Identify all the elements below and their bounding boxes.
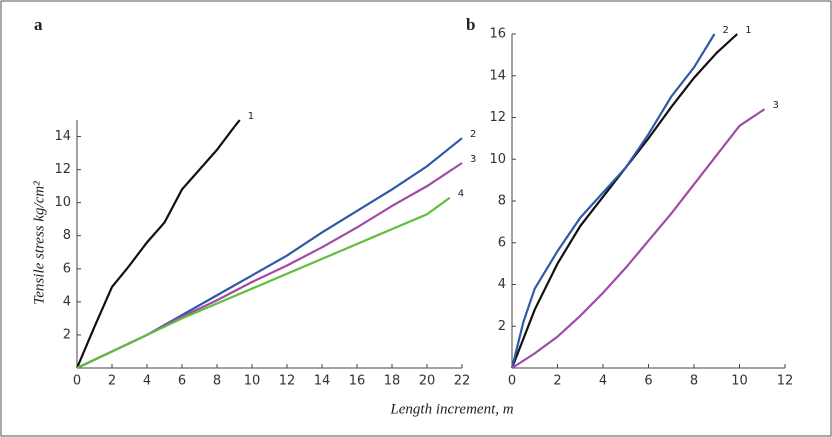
y-tick-label: 12 [54,162,71,177]
curve-label: 4 [458,189,464,200]
y-tick-label: 4 [498,277,506,292]
y-tick-label: 12 [489,110,506,125]
y-tick-label: 2 [63,327,71,342]
y-tick-label: 14 [489,68,506,83]
x-tick-label: 10 [731,374,748,389]
x-tick-label: 10 [244,374,261,389]
line-series [75,119,241,369]
x-tick-label: 6 [178,374,186,389]
x-tick-label: 2 [553,374,561,389]
x-tick-label: 22 [454,374,471,389]
x-tick-label: 0 [73,374,81,389]
line-series [510,33,716,369]
curve-label: 2 [722,25,728,36]
x-tick-label: 2 [108,374,116,389]
x-tick-label: 16 [349,374,366,389]
curve-label: 1 [248,111,254,122]
y-tick-label: 8 [63,228,71,243]
y-tick-label: 6 [498,235,506,250]
y-tick-label: 14 [54,129,71,144]
curve-label: 3 [773,100,779,111]
curve-label: 2 [470,129,476,140]
line-series [76,196,451,369]
x-tick-label: 8 [213,374,221,389]
x-tick-label: 18 [384,374,401,389]
panel-letter: a [34,15,43,34]
y-tick-label: 2 [498,319,506,334]
line-series [511,108,766,369]
x-tick-label: 12 [777,374,794,389]
panel-letter: b [466,15,475,34]
x-tick-label: 4 [599,374,607,389]
x-tick-label: 14 [314,374,331,389]
curve-label: 3 [470,154,476,165]
y-tick-label: 10 [489,152,506,167]
x-tick-label: 4 [143,374,151,389]
y-tick-label: 6 [63,261,71,276]
x-tick-label: 8 [690,374,698,389]
y-axis-label: Tensile stress kg/cm² [31,181,47,305]
x-axis-label: Length increment, m [389,401,513,417]
y-tick-label: 16 [489,27,506,42]
y-tick-label: 8 [498,194,506,209]
x-tick-label: 0 [508,374,516,389]
curve-label: 1 [745,25,751,36]
y-tick-label: 10 [54,195,71,210]
x-tick-label: 20 [419,374,436,389]
y-tick-label: 4 [63,294,71,309]
x-tick-label: 6 [644,374,652,389]
x-tick-label: 12 [279,374,296,389]
